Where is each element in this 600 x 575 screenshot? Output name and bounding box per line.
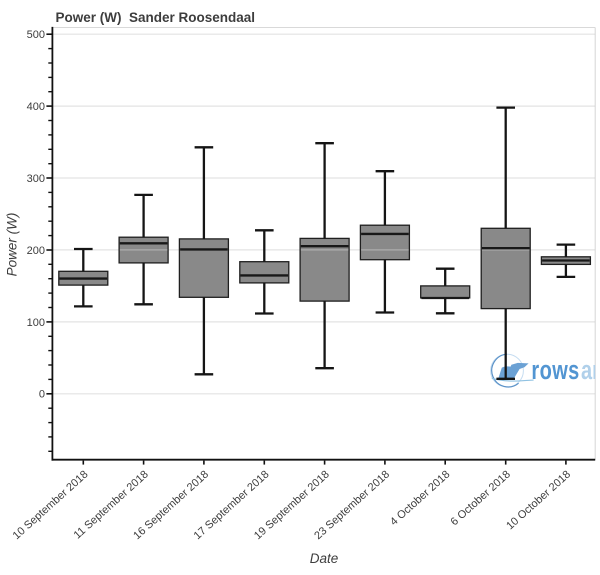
svg-text:rows: rows — [531, 355, 579, 386]
svg-text:300: 300 — [27, 173, 45, 185]
svg-text:200: 200 — [27, 245, 45, 257]
svg-text:Date: Date — [310, 551, 339, 566]
svg-text:100: 100 — [27, 317, 45, 329]
svg-text:400: 400 — [27, 101, 45, 113]
svg-text:an: an — [581, 355, 600, 386]
svg-text:Power (W) Sander Roosendaal: Power (W) Sander Roosendaal — [56, 10, 256, 25]
svg-text:Power (W): Power (W) — [4, 213, 19, 277]
svg-text:0: 0 — [39, 389, 45, 401]
svg-text:500: 500 — [27, 29, 45, 41]
